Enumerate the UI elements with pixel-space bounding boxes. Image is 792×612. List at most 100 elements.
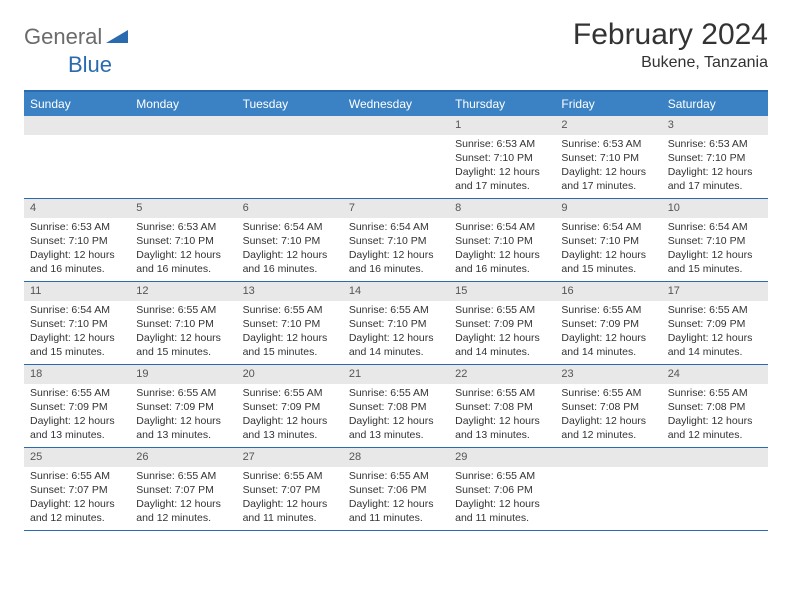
day-line: and 16 minutes. [30, 262, 124, 276]
day-number [24, 116, 130, 135]
day-cell: 23Sunrise: 6:55 AMSunset: 7:08 PMDayligh… [555, 365, 661, 447]
day-number: 17 [662, 282, 768, 301]
day-line: Daylight: 12 hours [668, 165, 762, 179]
day-line: Daylight: 12 hours [136, 331, 230, 345]
day-body: Sunrise: 6:54 AMSunset: 7:10 PMDaylight:… [662, 218, 768, 281]
day-line: Daylight: 12 hours [561, 331, 655, 345]
day-number: 19 [130, 365, 236, 384]
day-number: 7 [343, 199, 449, 218]
day-line: and 14 minutes. [455, 345, 549, 359]
day-line: Sunrise: 6:55 AM [561, 386, 655, 400]
day-line: Sunrise: 6:55 AM [349, 469, 443, 483]
day-number [130, 116, 236, 135]
day-cell: 9Sunrise: 6:54 AMSunset: 7:10 PMDaylight… [555, 199, 661, 281]
dow-header-row: SundayMondayTuesdayWednesdayThursdayFrid… [24, 92, 768, 116]
day-line: Sunset: 7:09 PM [668, 317, 762, 331]
day-line: and 13 minutes. [349, 428, 443, 442]
day-line: Sunrise: 6:53 AM [561, 137, 655, 151]
day-cell [237, 116, 343, 198]
day-line: and 14 minutes. [561, 345, 655, 359]
day-cell: 10Sunrise: 6:54 AMSunset: 7:10 PMDayligh… [662, 199, 768, 281]
logo-text-blue: Blue [68, 52, 112, 77]
day-number: 28 [343, 448, 449, 467]
day-line: Sunrise: 6:55 AM [561, 303, 655, 317]
day-body: Sunrise: 6:54 AMSunset: 7:10 PMDaylight:… [555, 218, 661, 281]
day-cell: 11Sunrise: 6:54 AMSunset: 7:10 PMDayligh… [24, 282, 130, 364]
day-cell: 8Sunrise: 6:54 AMSunset: 7:10 PMDaylight… [449, 199, 555, 281]
day-cell: 1Sunrise: 6:53 AMSunset: 7:10 PMDaylight… [449, 116, 555, 198]
day-cell [343, 116, 449, 198]
header: General February 2024 Bukene, Tanzania [24, 18, 768, 72]
day-cell: 12Sunrise: 6:55 AMSunset: 7:10 PMDayligh… [130, 282, 236, 364]
day-cell: 16Sunrise: 6:55 AMSunset: 7:09 PMDayligh… [555, 282, 661, 364]
day-body [24, 135, 130, 141]
day-cell: 26Sunrise: 6:55 AMSunset: 7:07 PMDayligh… [130, 448, 236, 530]
day-line: Sunset: 7:10 PM [668, 151, 762, 165]
day-line: and 12 minutes. [561, 428, 655, 442]
day-line: Sunrise: 6:54 AM [243, 220, 337, 234]
day-line: and 12 minutes. [136, 511, 230, 525]
day-body: Sunrise: 6:55 AMSunset: 7:10 PMDaylight:… [237, 301, 343, 364]
day-number: 8 [449, 199, 555, 218]
day-cell: 13Sunrise: 6:55 AMSunset: 7:10 PMDayligh… [237, 282, 343, 364]
day-line: and 15 minutes. [243, 345, 337, 359]
day-number: 23 [555, 365, 661, 384]
day-cell: 7Sunrise: 6:54 AMSunset: 7:10 PMDaylight… [343, 199, 449, 281]
logo: General [24, 18, 130, 50]
day-body: Sunrise: 6:55 AMSunset: 7:09 PMDaylight:… [555, 301, 661, 364]
day-cell: 5Sunrise: 6:53 AMSunset: 7:10 PMDaylight… [130, 199, 236, 281]
day-line: and 13 minutes. [455, 428, 549, 442]
day-line: Daylight: 12 hours [243, 497, 337, 511]
day-body: Sunrise: 6:54 AMSunset: 7:10 PMDaylight:… [237, 218, 343, 281]
day-cell: 14Sunrise: 6:55 AMSunset: 7:10 PMDayligh… [343, 282, 449, 364]
day-line: Sunrise: 6:55 AM [30, 469, 124, 483]
day-number: 18 [24, 365, 130, 384]
day-line: Daylight: 12 hours [349, 414, 443, 428]
day-cell [130, 116, 236, 198]
day-line: and 12 minutes. [30, 511, 124, 525]
week-row: 1Sunrise: 6:53 AMSunset: 7:10 PMDaylight… [24, 116, 768, 199]
day-number: 10 [662, 199, 768, 218]
day-line: and 14 minutes. [349, 345, 443, 359]
day-body: Sunrise: 6:55 AMSunset: 7:09 PMDaylight:… [237, 384, 343, 447]
day-body [555, 467, 661, 473]
day-line: Sunrise: 6:53 AM [136, 220, 230, 234]
day-body: Sunrise: 6:53 AMSunset: 7:10 PMDaylight:… [24, 218, 130, 281]
day-line: Sunset: 7:10 PM [30, 317, 124, 331]
day-line: Daylight: 12 hours [136, 414, 230, 428]
day-line: Daylight: 12 hours [243, 248, 337, 262]
day-cell: 28Sunrise: 6:55 AMSunset: 7:06 PMDayligh… [343, 448, 449, 530]
day-body: Sunrise: 6:53 AMSunset: 7:10 PMDaylight:… [662, 135, 768, 198]
day-number: 3 [662, 116, 768, 135]
day-number: 11 [24, 282, 130, 301]
dow-header: Tuesday [237, 92, 343, 116]
day-body: Sunrise: 6:55 AMSunset: 7:06 PMDaylight:… [343, 467, 449, 530]
day-body: Sunrise: 6:55 AMSunset: 7:08 PMDaylight:… [555, 384, 661, 447]
day-number [237, 116, 343, 135]
day-line: Daylight: 12 hours [561, 248, 655, 262]
day-line: Daylight: 12 hours [561, 414, 655, 428]
day-line: Daylight: 12 hours [30, 497, 124, 511]
day-body: Sunrise: 6:54 AMSunset: 7:10 PMDaylight:… [449, 218, 555, 281]
day-number: 21 [343, 365, 449, 384]
day-line: and 17 minutes. [561, 179, 655, 193]
day-line: Sunset: 7:06 PM [349, 483, 443, 497]
day-cell: 20Sunrise: 6:55 AMSunset: 7:09 PMDayligh… [237, 365, 343, 447]
day-line: and 16 minutes. [243, 262, 337, 276]
day-number: 9 [555, 199, 661, 218]
day-line: Sunrise: 6:55 AM [349, 303, 443, 317]
logo-triangle-icon [106, 27, 128, 48]
day-line: Daylight: 12 hours [136, 497, 230, 511]
day-line: Sunset: 7:10 PM [30, 234, 124, 248]
day-body: Sunrise: 6:55 AMSunset: 7:09 PMDaylight:… [449, 301, 555, 364]
day-number: 12 [130, 282, 236, 301]
calendar: SundayMondayTuesdayWednesdayThursdayFrid… [24, 90, 768, 531]
day-cell: 29Sunrise: 6:55 AMSunset: 7:06 PMDayligh… [449, 448, 555, 530]
day-body: Sunrise: 6:55 AMSunset: 7:08 PMDaylight:… [449, 384, 555, 447]
day-number: 27 [237, 448, 343, 467]
day-number: 24 [662, 365, 768, 384]
day-body [130, 135, 236, 141]
day-number: 1 [449, 116, 555, 135]
day-line: Sunrise: 6:54 AM [30, 303, 124, 317]
day-body: Sunrise: 6:55 AMSunset: 7:08 PMDaylight:… [343, 384, 449, 447]
